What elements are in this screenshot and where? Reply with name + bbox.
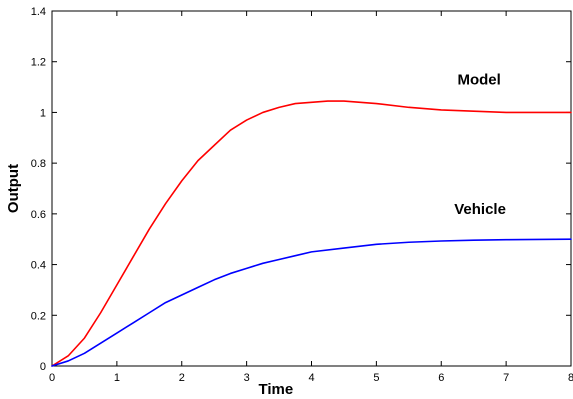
y-tick-label: 0.6 <box>31 209 46 221</box>
series-lines <box>51 100 572 367</box>
x-tick-label: 1 <box>114 372 120 384</box>
y-tick-label: 0.8 <box>31 158 46 170</box>
y-axis-title: Output <box>5 164 22 213</box>
x-axis-title: Time <box>258 381 293 398</box>
y-tick-label: 1 <box>40 107 46 119</box>
x-tick-label: 5 <box>373 372 379 384</box>
y-tick-label: 0.4 <box>31 260 46 272</box>
y-tick-label: 0 <box>40 361 46 373</box>
x-tick-label: 6 <box>438 372 444 384</box>
x-tick-label: 3 <box>244 372 250 384</box>
y-tick-label: 1.2 <box>31 57 46 69</box>
vehicle-series-line <box>51 238 572 367</box>
x-tick-label: 0 <box>49 372 55 384</box>
y-tick-label: 0.2 <box>31 310 46 322</box>
x-tick-label: 7 <box>503 372 509 384</box>
x-tick-label: 8 <box>568 372 573 384</box>
model-series-label: Model <box>457 72 500 89</box>
x-tick-label: 4 <box>308 372 314 384</box>
x-tick-label: 2 <box>179 372 185 384</box>
vehicle-series-label: Vehicle <box>454 201 506 218</box>
y-tick-label: 1.4 <box>31 6 46 18</box>
model-series-line <box>51 100 572 367</box>
